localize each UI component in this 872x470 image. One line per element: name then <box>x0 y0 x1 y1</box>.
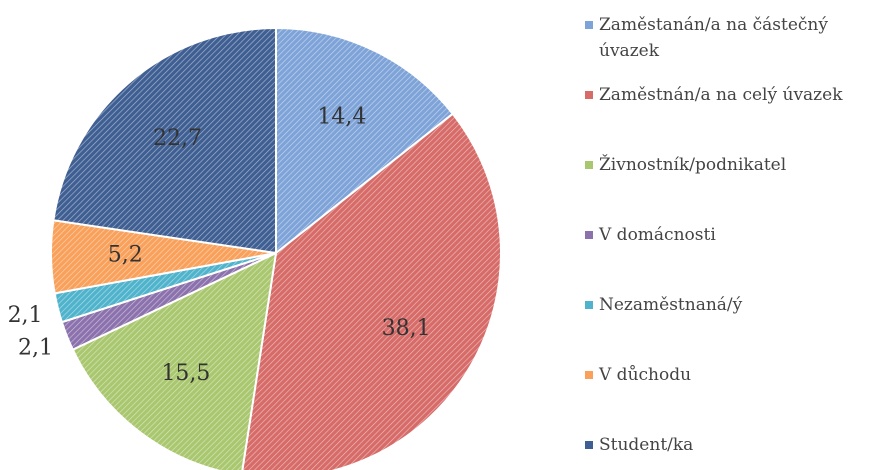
legend-swatch <box>585 91 593 99</box>
legend-item: Nezaměstnaná/ý <box>585 292 870 318</box>
pie-slice <box>71 251 278 470</box>
data-label: 2,1 <box>8 303 43 328</box>
legend-swatch <box>585 301 593 309</box>
legend-label: V domácnosti <box>599 225 716 245</box>
data-label: 38,1 <box>382 316 431 341</box>
legend-swatch <box>585 161 593 169</box>
legend-swatch <box>585 21 593 29</box>
data-label: 15,5 <box>161 361 210 386</box>
data-label: 2,1 <box>18 336 53 361</box>
data-label: 14,4 <box>317 104 366 129</box>
legend-label: Zaměstnán/a na celý úvazek <box>599 85 843 105</box>
pie-slice <box>52 26 277 255</box>
legend-item: Student/ka <box>585 432 870 458</box>
legend-label: Student/ka <box>599 435 694 455</box>
legend-swatch <box>585 231 593 239</box>
legend-swatch <box>585 441 593 449</box>
legend-label: Zaměstanán/a na částečný úvazek <box>599 15 828 61</box>
data-label: 22,7 <box>153 126 202 151</box>
legend-label: Nezaměstnaná/ý <box>599 295 743 315</box>
legend-label: V důchodu <box>599 365 692 385</box>
legend-item: Zaměstnán/a na celý úvazek <box>585 82 870 108</box>
pie-slice <box>241 112 502 470</box>
chart: 14,4 38,1 15,5 2,1 2,1 5,2 22,7 <box>8 26 502 470</box>
legend-item: V domácnosti <box>585 222 870 248</box>
legend-item: Zaměstanán/a na částečný úvazek <box>585 12 870 64</box>
data-label: 5,2 <box>108 243 143 268</box>
pie-slice <box>275 26 455 256</box>
legend-item: V důchodu <box>585 362 870 388</box>
legend-item: Živnostník/podnikatel <box>585 152 870 178</box>
legend-label: Živnostník/podnikatel <box>599 155 787 175</box>
legend-swatch <box>585 371 593 379</box>
